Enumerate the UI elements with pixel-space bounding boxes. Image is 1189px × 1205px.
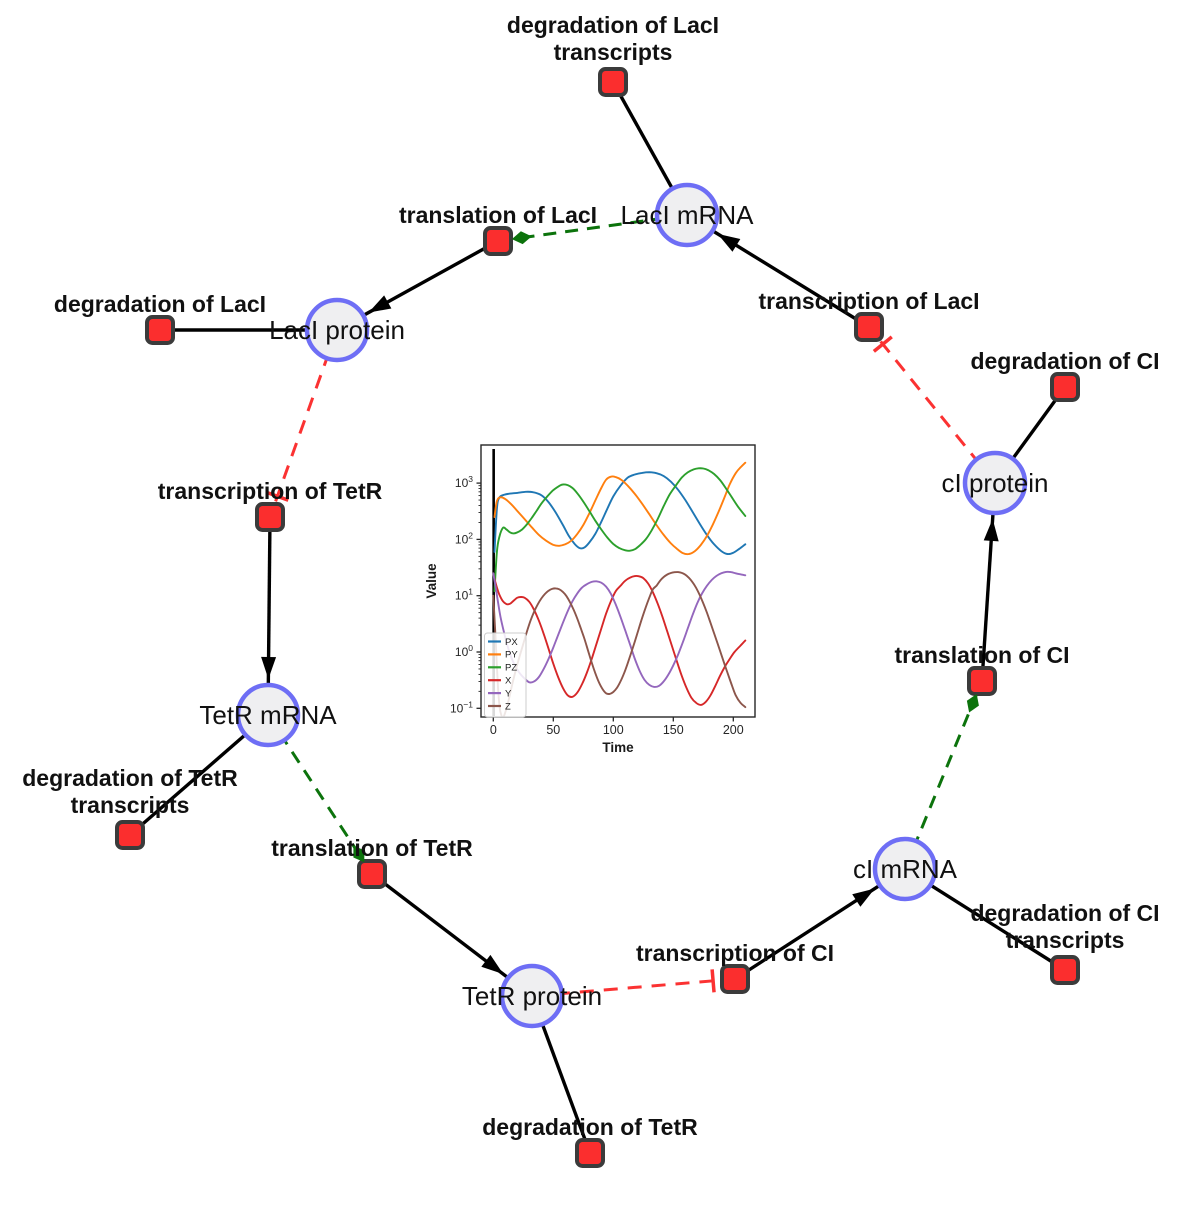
species-label-tetr-protein: TetR protein	[462, 981, 602, 1011]
modifier-diamond-into-translation-ci	[966, 693, 979, 713]
y-tick-label: 100	[455, 643, 473, 659]
reaction-node-translation-ci	[967, 666, 997, 696]
reaction-label-deg-ci-line1: degradation of CI	[970, 348, 1159, 374]
species-label-laci-mrna: LacI mRNA	[621, 200, 755, 230]
reaction-label-transcription-laci-line1: transcription of LacI	[758, 288, 979, 314]
species-label-ci-protein: cI protein	[942, 468, 1049, 498]
inset-plot: 0 50 100 150 20010−1100101102103TimeValuePXP…	[424, 444, 756, 755]
arrowhead-into-tetr-protein	[481, 954, 504, 975]
inhibition-tbar-into-transcription-tetr	[266, 490, 289, 502]
label-layer: degradation of LacItranscriptstranslatio…	[22, 12, 1159, 1140]
edge-inhibition-laci-protein-to-transcription-tetr	[268, 329, 339, 518]
species-node-tetr-protein	[499, 963, 565, 1029]
x-tick-label: 50	[546, 723, 560, 737]
legend-label-Z: Z	[505, 701, 511, 712]
legend-label-PZ: PZ	[505, 663, 517, 674]
x-tick-label: 150	[663, 723, 684, 737]
y-tick-mantissa: 10	[455, 645, 469, 659]
y-tick-mantissa: 10	[455, 476, 469, 490]
arrowhead-into-ci-protein	[983, 518, 999, 542]
legend-label-Y: Y	[505, 688, 512, 699]
x-tick-label: 200	[723, 723, 744, 737]
plot-axes-frame	[480, 444, 756, 718]
series-line-PZ	[493, 467, 747, 593]
legend-label-PX: PX	[505, 637, 518, 648]
reaction-node-deg-tetr-transcripts	[115, 820, 145, 850]
y-tick-label: 10−1	[450, 699, 473, 715]
reaction-label-deg-tetr-transcripts-line2: transcripts	[71, 792, 190, 818]
reaction-label-deg-laci-transcripts-line2: transcripts	[554, 39, 673, 65]
x-axis-title: Time	[602, 740, 634, 755]
reaction-label-deg-ci-transcripts-line2: transcripts	[1006, 927, 1125, 953]
reaction-node-deg-tetr	[575, 1138, 605, 1168]
arrowhead-into-laci-mrna	[717, 233, 741, 252]
edge-product-transcription-laci-to-laci-mrna	[686, 213, 870, 329]
y-tick-exponent: −1	[463, 699, 473, 709]
reaction-node-deg-ci-transcripts	[1050, 955, 1080, 985]
arrowhead-layer	[261, 231, 999, 993]
reaction-label-translation-laci-line1: translation of LacI	[399, 202, 597, 228]
series-line-PY	[493, 461, 747, 556]
node-layer	[115, 67, 1080, 1168]
reaction-node-deg-ci	[1050, 372, 1080, 402]
y-tick-exponent: 2	[468, 530, 473, 540]
y-tick-label: 103	[455, 474, 473, 490]
reaction-node-deg-laci-transcripts	[598, 67, 628, 97]
reaction-label-deg-laci-line1: degradation of LacI	[54, 291, 266, 317]
species-label-tetr-mrna: TetR mRNA	[199, 700, 337, 730]
legend-label-PY: PY	[505, 650, 518, 661]
reaction-label-deg-ci-transcripts-line1: degradation of CI	[970, 900, 1159, 926]
inhibition-tbar-into-transcription-laci	[872, 335, 893, 353]
edge-product-translation-tetr-to-tetr-protein	[370, 872, 534, 998]
reaction-node-transcription-laci	[854, 312, 884, 342]
reaction-node-translation-tetr	[357, 859, 387, 889]
legend-label-X: X	[505, 676, 512, 687]
arrowhead-into-ci-mrna	[852, 888, 875, 907]
x-tick-label: 100	[603, 723, 624, 737]
reaction-label-translation-ci-line1: translation of CI	[894, 642, 1069, 668]
reaction-node-transcription-tetr	[255, 502, 285, 532]
edge-product-transcription-ci-to-ci-mrna	[734, 867, 906, 981]
species-node-laci-protein	[304, 297, 370, 363]
y-axis-title: Value	[424, 563, 439, 599]
species-node-laci-mrna	[654, 182, 720, 248]
edge-inhibition-tetr-protein-to-transcription-ci	[531, 977, 736, 998]
reaction-label-transcription-tetr-line1: transcription of TetR	[158, 478, 383, 504]
species-node-ci-protein	[962, 450, 1028, 516]
y-tick-mantissa: 10	[455, 532, 469, 546]
species-label-ci-mrna: cI mRNA	[853, 854, 958, 884]
y-tick-exponent: 1	[468, 587, 473, 597]
reaction-label-transcription-ci-line1: transcription of CI	[636, 940, 834, 966]
reaction-node-transcription-ci	[720, 964, 750, 994]
reaction-label-translation-tetr-line1: translation of TetR	[271, 835, 473, 861]
reaction-label-deg-laci-transcripts-line1: degradation of LacI	[507, 12, 719, 38]
y-tick-exponent: 0	[468, 643, 473, 653]
y-tick-mantissa: 10	[450, 701, 464, 715]
series-line-X	[492, 572, 747, 706]
arrowhead-into-laci-protein	[368, 295, 392, 313]
edge-product-transcription-tetr-to-tetr-mrna	[266, 516, 272, 716]
y-tick-label: 101	[455, 587, 473, 603]
y-tick-exponent: 3	[468, 474, 473, 484]
reaction-node-deg-laci	[145, 315, 175, 345]
species-label-laci-protein: LacI protein	[269, 315, 405, 345]
arrowhead-into-tetr-mrna	[261, 656, 277, 680]
edge-modifier-ci-mrna-to-translation-ci	[903, 680, 984, 870]
modifier-diamond-into-translation-laci	[511, 231, 532, 245]
x-tick-label: 0	[490, 723, 497, 737]
y-tick-mantissa: 10	[455, 589, 469, 603]
series-line-PX	[493, 471, 747, 556]
inhibition-tbar-into-transcription-ci	[710, 969, 716, 993]
edge-inhibition-ci-protein-to-transcription-laci	[867, 326, 997, 484]
edge-product-translation-ci-to-ci-protein	[980, 482, 997, 682]
reaction-label-deg-tetr-transcripts-line1: degradation of TetR	[22, 765, 238, 791]
species-node-tetr-mrna	[235, 682, 301, 748]
reaction-label-deg-tetr-line1: degradation of TetR	[482, 1114, 698, 1140]
reaction-node-translation-laci	[483, 226, 513, 256]
y-tick-label: 102	[455, 530, 473, 546]
species-node-ci-mrna	[872, 836, 938, 902]
modifier-diamond-into-translation-tetr	[353, 845, 365, 863]
